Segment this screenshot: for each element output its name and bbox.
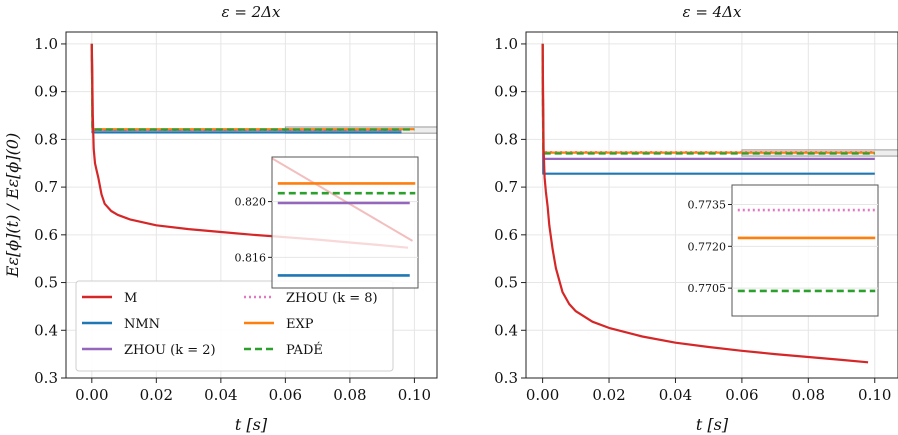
y-tick-label: 0.3 — [34, 369, 58, 387]
legend-label: EXP — [286, 317, 314, 332]
series-line-nmn — [90, 43, 402, 134]
x-tick-label: 0.04 — [659, 386, 692, 404]
inset-y-tick-label: 0.816 — [235, 251, 267, 264]
legend-label: ZHOU (k = 2) — [124, 343, 216, 358]
inset-y-tick-label: 0.820 — [235, 196, 267, 209]
series-line-exp — [90, 43, 415, 131]
axes-frame — [525, 31, 898, 379]
inset-y-tick-label: 0.7705 — [688, 282, 727, 295]
x-tick-label: 0.02 — [140, 386, 173, 404]
series-line-m — [541, 43, 869, 364]
inset-frame — [731, 184, 879, 317]
inset-y-tick-label: 0.7735 — [688, 199, 727, 212]
series-line-exp — [541, 43, 875, 154]
series-line-zhou-k-8- — [90, 43, 402, 131]
y-tick-label: 0.5 — [34, 274, 58, 292]
legend: M NMN ZHOU (k = 2) ZHOU (k = 8) EXP PADÉ — [75, 280, 394, 372]
series-line-zhou-k-8- — [541, 43, 875, 154]
y-tick-label: 0.5 — [494, 274, 518, 292]
x-axis-label: t [s] — [235, 415, 268, 434]
y-tick-label: 0.7 — [34, 178, 58, 196]
inset-y-tick-label: 0.7720 — [688, 240, 727, 253]
x-tick-label: 0.08 — [333, 386, 366, 404]
axis-ticks: 0.00 0.02 0.04 0.06 0.08 0.10 0.3 0.4 0.5 0.6 0.7 0… — [34, 35, 431, 404]
y-tick-label: 0.8 — [494, 130, 518, 148]
legend-label: ZHOU (k = 8) — [286, 291, 378, 306]
y-tick-label: 0.6 — [34, 226, 58, 244]
series-group — [541, 43, 875, 364]
legend-frame — [75, 280, 394, 372]
panel-title: ε = 4Δx — [683, 3, 743, 21]
panel-eps-2dx: 0.00 0.02 0.04 0.06 0.08 0.10 0.3 0.4 0.5 0.6 0.7 0… — [3, 3, 438, 434]
inset-series-line-m — [272, 157, 413, 242]
legend-label: NMN — [124, 317, 160, 332]
y-tick-label: 0.3 — [494, 369, 518, 387]
y-axis-label: Eε[ϕ](t) / Eε[ϕ](0) — [3, 133, 22, 278]
y-tick-label: 0.7 — [494, 178, 518, 196]
y-tick-label: 0.6 — [494, 226, 518, 244]
y-tick-label: 0.8 — [34, 130, 58, 148]
x-tick-label: 0.08 — [792, 386, 825, 404]
x-tick-label: 0.00 — [526, 386, 559, 404]
y-tick-label: 0.4 — [494, 321, 518, 339]
x-tick-label: 0.00 — [75, 386, 108, 404]
inset-zoom: 0.816 0.820 — [235, 156, 419, 289]
x-tick-label: 0.06 — [725, 386, 758, 404]
x-tick-label: 0.10 — [858, 386, 891, 404]
panel-eps-4dx: 0.00 0.02 0.04 0.06 0.08 0.10 0.3 0.4 0.5 0.6 0.7 0… — [494, 3, 898, 434]
series-line-pad- — [541, 43, 875, 155]
axis-ticks: 0.00 0.02 0.04 0.06 0.08 0.10 0.3 0.4 0.5 0.6 0.7 0… — [494, 35, 891, 404]
inset-zoom: 0.7705 0.7720 0.7735 — [688, 184, 879, 317]
y-tick-label: 1.0 — [494, 35, 518, 53]
x-tick-label: 0.04 — [204, 386, 237, 404]
y-tick-label: 0.9 — [34, 83, 58, 101]
axes-frame — [65, 31, 438, 379]
legend-label: PADÉ — [286, 342, 323, 358]
y-tick-label: 0.9 — [494, 83, 518, 101]
series-line-zhou-k-2- — [90, 43, 402, 131]
y-tick-label: 0.4 — [34, 321, 58, 339]
legend-label: M — [124, 291, 137, 306]
series-line-pad- — [90, 43, 415, 131]
x-axis-label: t [s] — [696, 415, 729, 434]
x-tick-label: 0.10 — [398, 386, 431, 404]
panel-title: ε = 2Δx — [222, 3, 282, 21]
x-tick-label: 0.02 — [592, 386, 625, 404]
series-line-zhou-k-2- — [541, 43, 875, 160]
x-tick-label: 0.06 — [269, 386, 302, 404]
inset-frame — [271, 156, 419, 289]
y-tick-label: 1.0 — [34, 35, 58, 53]
